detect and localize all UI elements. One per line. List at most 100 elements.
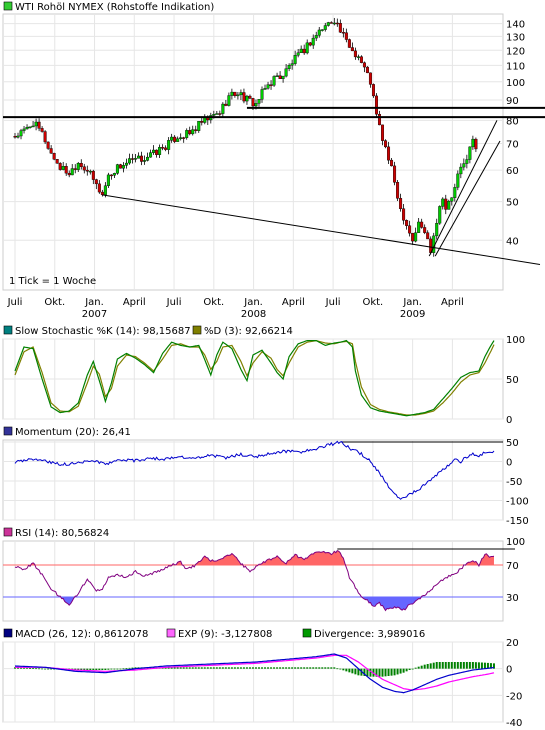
candle-body-9 <box>40 128 44 132</box>
candle-body-79 <box>251 98 255 107</box>
divergence-bar-130 <box>405 668 408 672</box>
candle-body-92 <box>290 63 294 66</box>
candle-body-149 <box>462 163 466 168</box>
divergence-bar-144 <box>447 662 450 669</box>
divergence-bar-73 <box>233 667 236 669</box>
divergence-bar-140 <box>435 662 438 669</box>
rsi-y-tick-label-0: 30 <box>506 593 519 604</box>
candle-body-99 <box>311 37 315 46</box>
candle-body-93 <box>293 55 297 64</box>
stoch-k-line <box>14 339 495 417</box>
divergence-bar-21 <box>77 668 80 670</box>
divergence-bar-28 <box>98 668 101 670</box>
divergence-bar-147 <box>456 662 459 669</box>
candle-body-102 <box>320 29 324 31</box>
candlestick-series <box>13 17 478 257</box>
tick-note: 1 Tick = 1 Woche <box>9 276 96 287</box>
candle-body-24 <box>85 169 89 172</box>
divergence-bar-113 <box>354 668 357 675</box>
candle-body-49 <box>161 147 165 149</box>
trendline-1 <box>428 120 498 257</box>
candle-body-14 <box>55 159 59 164</box>
divergence-bar-76 <box>242 667 245 669</box>
candle-body-114 <box>356 56 360 58</box>
momentum-line <box>14 440 495 500</box>
candle-body-26 <box>91 170 95 180</box>
candle-body-108 <box>338 23 342 33</box>
divergence-bar-12 <box>50 668 53 670</box>
candle-body-148 <box>459 166 463 175</box>
candle-body-56 <box>182 137 186 139</box>
candle-body-1 <box>16 135 20 138</box>
trendline-2 <box>434 140 501 257</box>
divergence-bar-62 <box>200 667 203 669</box>
divergence-bar-26 <box>92 668 95 670</box>
candle-body-23 <box>82 166 86 171</box>
divergence-bar-136 <box>423 664 426 669</box>
divergence-bar-54 <box>176 667 179 669</box>
candle-body-84 <box>266 84 270 89</box>
candle-body-107 <box>335 22 339 25</box>
candle-body-121 <box>377 113 381 126</box>
candle-body-42 <box>140 155 144 162</box>
divergence-bar-55 <box>179 667 182 669</box>
candle-body-6 <box>31 125 35 128</box>
candle-body-57 <box>185 130 189 138</box>
divergence-bar-127 <box>396 668 399 675</box>
candle-body-43 <box>143 160 147 162</box>
macd-y-tick-label-1: -20 <box>506 691 522 702</box>
stoch-y-tick-label-0: 0 <box>506 415 512 426</box>
divergence-bar-153 <box>474 662 477 669</box>
candle-body-5 <box>28 126 32 128</box>
macd-divergence-legend-label: Divergence: 3,989016 <box>314 629 425 640</box>
divergence-bar-88 <box>279 667 282 669</box>
divergence-bar-135 <box>420 665 423 669</box>
candle-body-98 <box>308 42 312 46</box>
divergence-bar-120 <box>375 668 378 677</box>
candle-body-2 <box>19 130 23 137</box>
candle-body-124 <box>387 146 391 161</box>
divergence-bar-11 <box>47 668 50 670</box>
candle-body-140 <box>435 222 439 237</box>
candle-body-115 <box>359 56 363 63</box>
candle-body-128 <box>399 198 403 209</box>
candle-body-74 <box>236 94 240 97</box>
rsi-panel-frame <box>2 540 504 622</box>
candle-body-52 <box>170 136 174 141</box>
candle-body-119 <box>371 84 375 97</box>
divergence-bar-80 <box>254 667 257 669</box>
price-x-tick-label-13: 2009 <box>400 309 425 320</box>
divergence-bar-38 <box>128 667 131 669</box>
divergence-bar-92 <box>291 667 294 669</box>
candle-body-13 <box>52 153 56 160</box>
divergence-bar-22 <box>80 668 83 670</box>
divergence-bar-114 <box>357 668 360 676</box>
divergence-bar-36 <box>122 668 125 670</box>
candle-body-126 <box>393 165 397 183</box>
price-y-tick-label-2: 60 <box>506 166 519 177</box>
price-x-tick-label-9: April <box>282 297 305 308</box>
candle-body-75 <box>239 92 243 96</box>
candle-body-30 <box>103 185 107 195</box>
candle-body-60 <box>194 129 198 131</box>
macd-legend-swatch <box>3 628 13 638</box>
divergence-bar-61 <box>197 667 200 669</box>
candle-body-32 <box>109 174 113 177</box>
candle-body-70 <box>224 103 228 106</box>
divergence-bar-45 <box>149 667 152 669</box>
divergence-bar-100 <box>315 667 318 669</box>
divergence-bar-68 <box>218 667 221 669</box>
divergence-bar-111 <box>348 668 351 673</box>
macd-divergence-bars <box>14 662 495 677</box>
candle-body-17 <box>64 166 68 174</box>
candle-body-61 <box>197 121 201 131</box>
macd-y-tick-label-0: -40 <box>506 718 522 729</box>
divergence-bar-39 <box>131 667 134 669</box>
divergence-bar-82 <box>261 667 264 669</box>
candle-body-16 <box>61 166 65 170</box>
divergence-bar-29 <box>101 668 104 670</box>
candle-body-12 <box>49 148 53 154</box>
price-y-tick-label-1: 50 <box>506 198 519 209</box>
momentum-y-tick-label-3: 0 <box>506 457 512 468</box>
